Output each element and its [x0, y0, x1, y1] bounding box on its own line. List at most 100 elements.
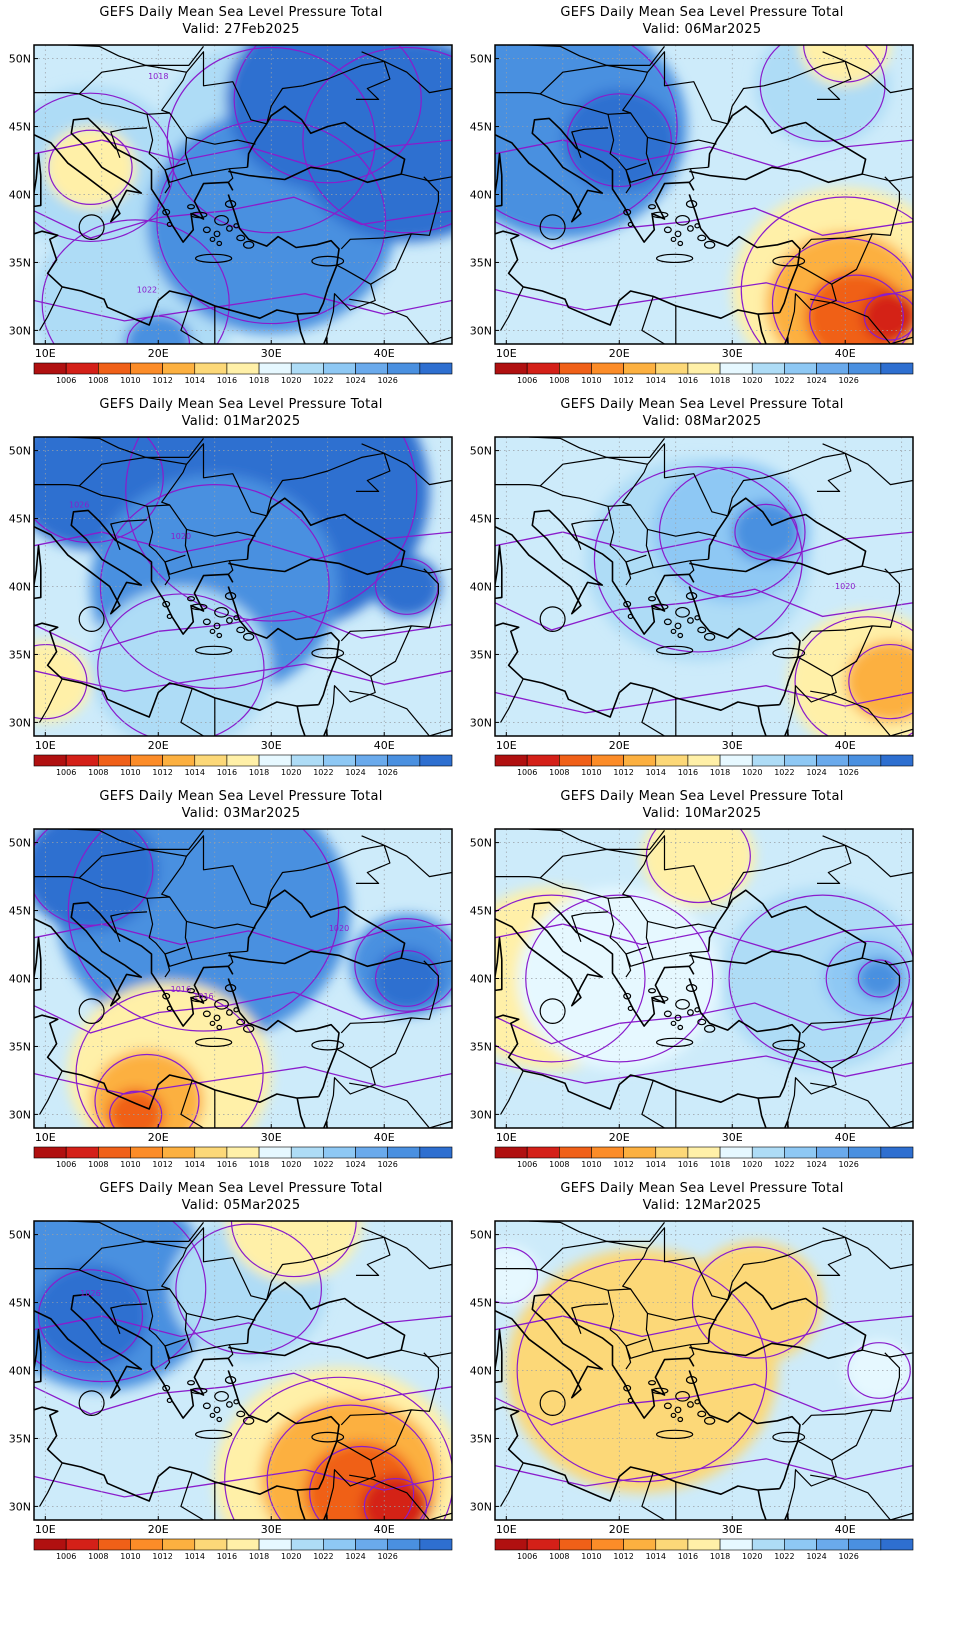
colorbar-label: 1020 — [281, 768, 301, 777]
country-border — [571, 911, 609, 942]
colorbar-label: 1022 — [313, 1160, 333, 1169]
country-border — [647, 920, 717, 929]
island — [214, 1390, 229, 1402]
colorbar-swatch — [355, 1538, 388, 1551]
isobar-contour — [99, 483, 330, 690]
coastline — [757, 705, 789, 736]
island — [677, 632, 684, 639]
island — [194, 1429, 233, 1440]
map-panel-3: GEFS Daily Mean Sea Level Pressure Total… — [0, 392, 482, 802]
coastline — [296, 1489, 328, 1520]
colorbar-swatch — [226, 754, 260, 767]
country-border — [622, 71, 649, 114]
colorbar-label: 1014 — [185, 768, 205, 777]
coastline — [689, 497, 867, 576]
island — [627, 1397, 634, 1404]
lon-tick-label: 20E — [609, 347, 630, 360]
island — [623, 992, 632, 1000]
island — [685, 1376, 698, 1385]
lon-tick-label: 10E — [496, 1523, 517, 1536]
pressure-field-region — [34, 829, 159, 931]
panel-valid-date: Valid: 01Mar2025 — [181, 414, 301, 429]
island — [78, 606, 105, 632]
island — [703, 1416, 716, 1425]
colorbar-swatch — [655, 362, 689, 375]
country-border — [186, 1312, 256, 1321]
isobar-contour — [266, 1404, 435, 1520]
colorbar-label: 1010 — [120, 1552, 140, 1561]
isobar-contour — [495, 45, 678, 230]
lon-tick-label: 40E — [835, 347, 856, 360]
panel-title: GEFS Daily Mean Sea Level Pressure Total — [560, 1181, 844, 1196]
country-border — [647, 136, 717, 145]
colorbar-label: 1022 — [774, 768, 794, 777]
colorbar-swatch — [65, 362, 99, 375]
lat-tick-label: 35N — [9, 1040, 31, 1053]
panel-title: GEFS Daily Mean Sea Level Pressure Total — [99, 789, 383, 804]
lon-tick-label: 40E — [835, 739, 856, 752]
colorbar-swatch — [816, 754, 849, 767]
colorbar-label: 1018 — [249, 376, 269, 385]
panel-title: GEFS Daily Mean Sea Level Pressure Total — [99, 1181, 383, 1196]
country-border — [688, 952, 695, 967]
island — [685, 984, 698, 993]
lon-tick-label: 20E — [148, 1523, 169, 1536]
country-border — [862, 957, 913, 966]
country-border — [831, 233, 873, 285]
island — [209, 1412, 216, 1418]
island — [675, 998, 690, 1010]
island — [224, 1376, 237, 1385]
island — [194, 645, 233, 656]
country-border — [528, 829, 665, 851]
country-border — [146, 114, 171, 194]
lon-tick-label: 30E — [261, 739, 282, 752]
isobar-contour — [740, 196, 913, 344]
pressure-field-region — [845, 640, 913, 723]
panel-valid-date: Valid: 08Mar2025 — [642, 414, 762, 429]
colorbar-label: 1008 — [549, 376, 569, 385]
country-border — [186, 528, 256, 537]
island — [209, 628, 216, 634]
country-border — [625, 946, 654, 967]
pressure-field-region — [862, 291, 913, 343]
island — [242, 1024, 255, 1033]
colorbar-swatch — [258, 362, 292, 375]
lon-tick-label: 20E — [609, 739, 630, 752]
country-border — [401, 173, 452, 182]
lon-tick-label: 20E — [148, 739, 169, 752]
country-border — [787, 1440, 837, 1514]
island — [216, 632, 223, 639]
colorbar-swatch — [65, 754, 99, 767]
country-border — [266, 452, 391, 516]
country-border — [688, 560, 695, 575]
island — [685, 200, 698, 209]
isobar-label: 1026 — [69, 501, 89, 510]
country-border — [528, 1221, 665, 1243]
country-border — [688, 168, 695, 183]
lon-tick-label: 40E — [374, 1523, 395, 1536]
country-border — [500, 286, 524, 331]
island — [202, 1010, 211, 1018]
country-border — [622, 855, 649, 898]
lon-tick-label: 30E — [261, 1523, 282, 1536]
country-border — [801, 1352, 900, 1426]
colorbar-label: 1020 — [742, 1160, 762, 1169]
colorbar-label: 1010 — [120, 768, 140, 777]
isobar-contour — [309, 1445, 415, 1520]
colorbar-label: 1006 — [56, 1160, 76, 1169]
colorbar-swatch — [655, 1146, 689, 1159]
island — [162, 992, 171, 1000]
island — [772, 255, 806, 267]
colorbar-swatch — [194, 754, 228, 767]
colorbar-swatch — [751, 362, 785, 375]
colorbar-label: 1014 — [646, 1160, 666, 1169]
country-border — [401, 1349, 452, 1358]
island — [677, 1024, 684, 1031]
lat-tick-label: 35N — [9, 648, 31, 661]
island — [663, 226, 672, 234]
country-border — [641, 296, 665, 344]
island — [651, 1387, 669, 1395]
pressure-map: 1018 1022 50N 45N 40N 35N 30N 10E 20E 30E 40E 1006 1… — [9, 44, 453, 385]
colorbar-label: 1020 — [281, 376, 301, 385]
